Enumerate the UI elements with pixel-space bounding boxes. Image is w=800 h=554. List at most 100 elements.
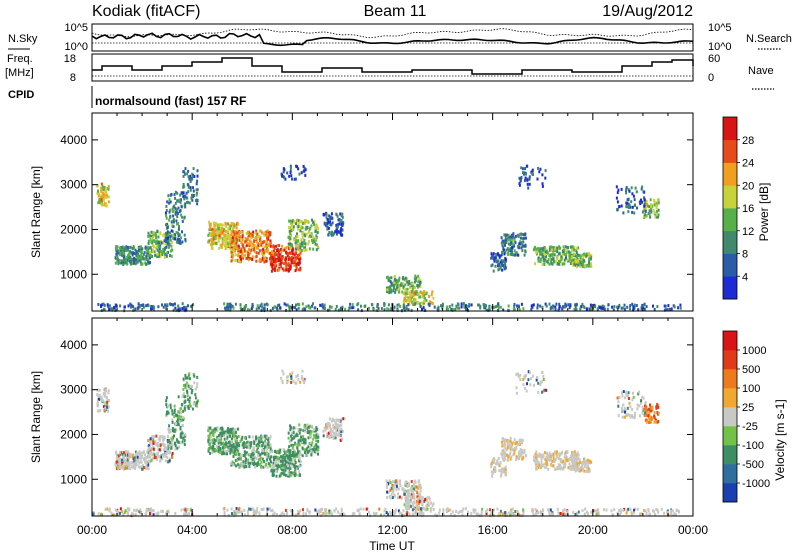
range-gate-cell [387, 490, 390, 494]
range-gate-cell [423, 293, 426, 297]
range-gate-cell [303, 440, 305, 444]
range-gate-cell [150, 451, 152, 455]
range-gate-cell [273, 305, 276, 309]
range-gate-cell [180, 198, 182, 202]
range-gate-cell [170, 439, 173, 443]
range-gate-cell [280, 248, 283, 251]
range-gate-cell [311, 238, 313, 242]
range-gate-cell [281, 255, 284, 259]
range-gate-cell [323, 307, 326, 310]
range-gate-cell [132, 466, 135, 470]
range-gate-cell [337, 418, 340, 422]
range-gate-cell [541, 262, 544, 266]
range-gate-cell [479, 306, 482, 310]
range-gate-cell [178, 414, 181, 418]
range-gate-cell [207, 426, 210, 430]
range-gate-cell [389, 285, 392, 289]
range-gate-cell [414, 300, 417, 303]
range-gate-cell [316, 445, 318, 449]
range-gate-cell [656, 411, 659, 415]
range-gate-cell [194, 393, 197, 397]
range-gate-cell [642, 305, 645, 309]
range-gate-cell [283, 466, 286, 470]
range-gate-cell [231, 304, 234, 308]
range-gate-cell [565, 450, 568, 454]
range-gate-cell [107, 389, 110, 393]
range-gate-cell [342, 222, 345, 226]
range-gate-cell [655, 213, 658, 217]
range-gate-cell [162, 234, 165, 237]
range-gate-cell [575, 456, 578, 460]
range-gate-cell [299, 428, 302, 432]
range-gate-cell [168, 242, 171, 246]
range-gate-cell [534, 452, 537, 456]
range-gate-cell [222, 239, 225, 243]
range-gate-cell [239, 237, 242, 241]
range-gate-cell [416, 491, 419, 495]
range-gate-cell [512, 253, 515, 257]
range-gate-cell [174, 207, 177, 211]
range-gate-cell [564, 452, 566, 456]
range-gate-cell [268, 230, 271, 234]
range-gate-cell [520, 302, 523, 306]
range-gate-cell [276, 304, 279, 308]
range-gate-cell [259, 456, 262, 460]
range-gate-cell [534, 245, 536, 249]
range-gate-cell [166, 410, 169, 414]
range-gate-cell [255, 229, 258, 233]
range-gate-cell [562, 305, 564, 309]
range-gate-cell [330, 305, 333, 309]
range-gate-cell [98, 388, 101, 392]
range-gate-cell [105, 194, 108, 197]
range-gate-cell [228, 224, 231, 228]
range-gate-cell [306, 453, 309, 457]
range-gate-cell [272, 461, 275, 465]
range-gate-cell [577, 457, 580, 461]
range-gate-cell [130, 465, 133, 469]
range-gate-cell [616, 305, 619, 309]
range-gate-cell [500, 263, 503, 267]
range-gate-cell [316, 225, 319, 229]
range-gate-cell [488, 307, 491, 311]
range-gate-cell [171, 208, 174, 212]
range-gate-cell [164, 231, 167, 235]
range-gate-cell [575, 251, 578, 255]
range-gate-cell [495, 258, 498, 262]
range-gate-cell [287, 472, 290, 476]
range-gate-cell [317, 435, 320, 439]
range-gate-cell [510, 248, 513, 252]
range-gate-cell [340, 214, 343, 218]
range-gate-cell [285, 463, 288, 467]
range-gate-cell [224, 247, 227, 250]
range-gate-cell [569, 304, 572, 308]
range-gate-cell [124, 453, 127, 457]
range-gate-cell [296, 254, 299, 257]
range-gate-cell [537, 259, 540, 263]
range-gate-cell [128, 252, 130, 256]
range-gate-cell [408, 302, 411, 306]
range-gate-cell [173, 408, 176, 412]
range-gate-cell [209, 226, 212, 230]
range-gate-cell [186, 389, 188, 393]
range-gate-cell [150, 458, 153, 462]
range-gate-cell [118, 464, 121, 468]
range-gate-cell [490, 256, 493, 260]
range-gate-cell [412, 293, 415, 297]
range-gate-cell [349, 302, 352, 306]
range-gate-cell [216, 232, 219, 235]
range-gate-cell [300, 238, 303, 242]
range-gate-cell [536, 462, 539, 466]
range-gate-cell [393, 305, 396, 309]
range-gate-cell [169, 249, 172, 253]
range-gate-cell [523, 253, 526, 257]
range-gate-cell [218, 438, 221, 442]
range-gate-cell [279, 306, 282, 310]
range-gate-cell [588, 257, 591, 261]
range-gate-cell [507, 238, 510, 242]
range-gate-cell [499, 265, 502, 269]
range-gate-cell [419, 489, 422, 493]
range-gate-cell [158, 438, 161, 442]
range-gate-cell [393, 284, 396, 288]
range-gate-cell [540, 457, 543, 461]
range-gate-cell [309, 434, 311, 438]
